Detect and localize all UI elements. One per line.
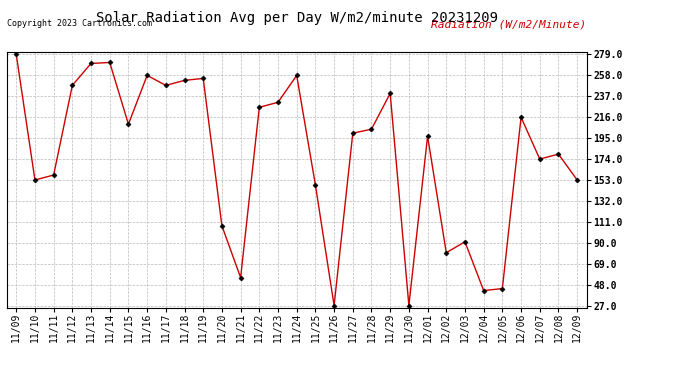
Text: Radiation (W/m2/Minute): Radiation (W/m2/Minute) <box>431 20 586 29</box>
Text: Copyright 2023 Cartronics.com: Copyright 2023 Cartronics.com <box>7 20 152 28</box>
Text: Solar Radiation Avg per Day W/m2/minute 20231209: Solar Radiation Avg per Day W/m2/minute … <box>96 11 497 25</box>
